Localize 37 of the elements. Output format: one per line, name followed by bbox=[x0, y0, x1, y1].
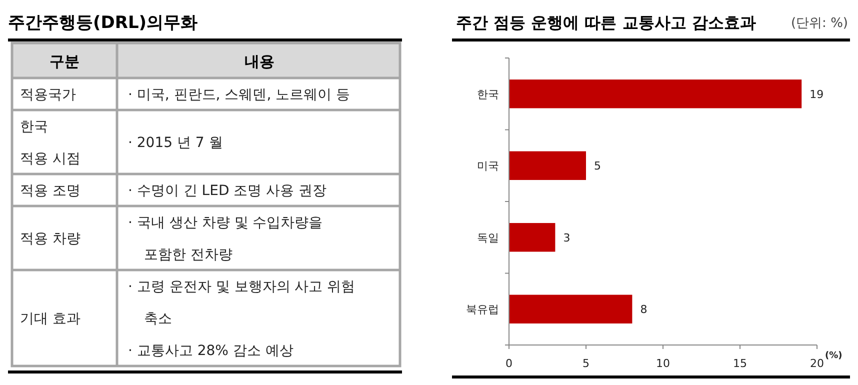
x-tick-label: 20 bbox=[810, 357, 824, 370]
bar bbox=[509, 80, 802, 108]
text: 적용 조명 bbox=[20, 183, 80, 199]
text: 한국 bbox=[20, 119, 48, 135]
data-label: 5 bbox=[594, 160, 601, 173]
bar bbox=[509, 294, 632, 324]
text: · 2015 년 7 월 bbox=[128, 135, 223, 151]
chart-title: 주간 점등 운행에 따른 교통사고 감소효과 bbox=[456, 13, 756, 32]
x-tick-label: 10 bbox=[656, 357, 670, 370]
text: 포함한 전차량 bbox=[144, 247, 232, 263]
data-label: 8 bbox=[640, 303, 648, 316]
x-axis-title: (%) bbox=[825, 351, 842, 361]
text: · 교통사고 28% 감소 예상 bbox=[128, 343, 294, 359]
text: 내용 bbox=[244, 52, 274, 70]
y-tick-label: 한국 bbox=[477, 88, 499, 101]
text: · 고령 운전자 및 보행자의 사고 위험 bbox=[128, 279, 356, 295]
text: 적용 차량 bbox=[20, 231, 80, 247]
x-tick-label: 5 bbox=[582, 357, 590, 370]
text: 축소 bbox=[144, 311, 172, 327]
text: · 미국, 핀란드, 스웨덴, 노르웨이 등 bbox=[128, 87, 350, 103]
text: · 수명이 긴 LED 조명 사용 권장 bbox=[128, 183, 327, 199]
text: 적용국가 bbox=[20, 87, 76, 103]
y-tick-label: 미국 bbox=[477, 160, 499, 173]
y-tick-label: 독일 bbox=[477, 231, 499, 244]
bar bbox=[509, 223, 556, 252]
text: 주간주행등(DRL)의무화 bbox=[8, 13, 198, 33]
x-tick-label: 15 bbox=[733, 357, 747, 370]
data-label: 19 bbox=[810, 88, 824, 101]
text: · 국내 생산 차량 및 수입차량을 bbox=[128, 215, 323, 231]
data-label: 3 bbox=[563, 231, 570, 244]
text: 구분 bbox=[50, 52, 80, 70]
text: (단위: %) bbox=[790, 16, 848, 31]
text: 적용 시점 bbox=[20, 151, 80, 167]
x-tick-label: 0 bbox=[506, 357, 512, 370]
y-tick-label: 북유럽 bbox=[466, 303, 499, 316]
text: 기대 효과 bbox=[20, 311, 80, 327]
bar bbox=[509, 151, 586, 180]
